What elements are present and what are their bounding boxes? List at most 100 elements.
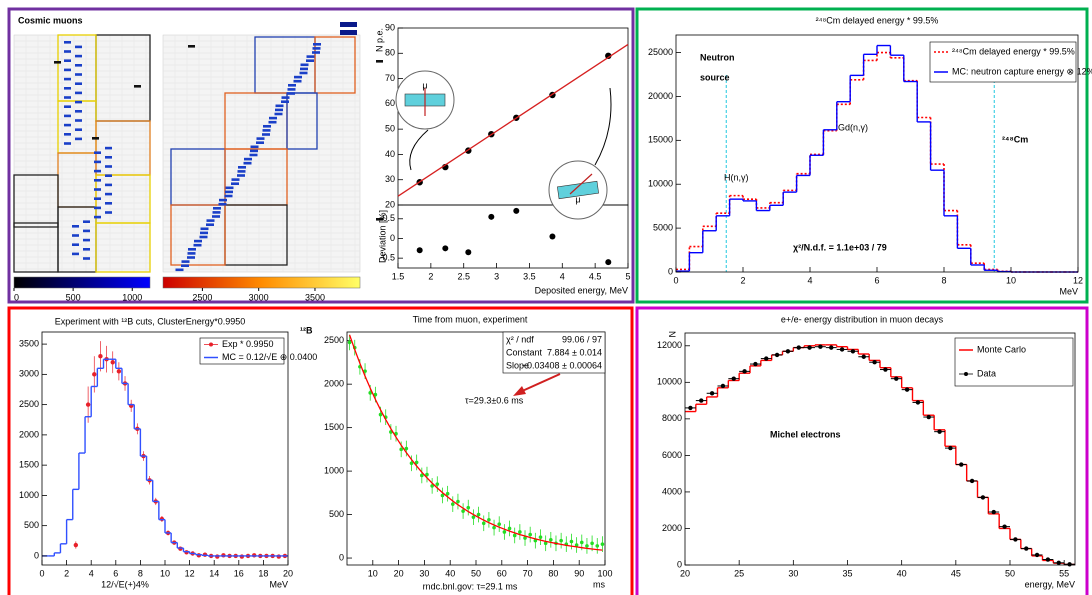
hit xyxy=(94,179,101,182)
y-tick-label: 1500 xyxy=(324,422,344,432)
y-tick-label: 3500 xyxy=(19,338,39,348)
hit xyxy=(105,146,112,150)
y-axis-label: N p.e. xyxy=(374,28,384,52)
hit xyxy=(269,116,277,120)
y-tick-label: 80 xyxy=(385,48,395,58)
hit xyxy=(75,54,82,58)
legend-label: MC: neutron capture energy ⊗ 12%/√E ⊕ 4.… xyxy=(952,66,1092,76)
data-point xyxy=(980,495,986,500)
y-tick-label: 60 xyxy=(385,98,395,108)
deviation-point xyxy=(442,245,449,252)
y-axis-label: Deviation [%] xyxy=(377,210,387,263)
annotation: χ²/N.d.f. = 1.1e+03 / 79 xyxy=(793,242,887,252)
hit xyxy=(75,137,82,141)
hit-legend xyxy=(340,22,357,27)
data-point xyxy=(948,445,953,451)
hit xyxy=(194,239,202,243)
data-point xyxy=(872,360,877,365)
hit xyxy=(181,264,189,267)
data-point xyxy=(839,347,845,352)
data-point xyxy=(92,372,97,377)
panel-border xyxy=(7,306,634,595)
data-point xyxy=(440,493,445,498)
y-tick-label: 40 xyxy=(385,149,395,159)
x-tick-label: 2 xyxy=(64,568,69,578)
x-tick-label: 50 xyxy=(1005,568,1015,578)
data-point xyxy=(85,402,91,407)
data-point xyxy=(991,509,996,515)
chart-title: Cosmic muons xyxy=(18,15,83,25)
hit xyxy=(94,206,101,210)
data-point xyxy=(466,505,471,510)
legend-label: ²⁴⁸Cm delayed energy * 99.5% xyxy=(952,46,1075,56)
x-tick-label: 4.5 xyxy=(589,271,602,281)
y-tick-label: 3000 xyxy=(19,369,39,379)
data-point xyxy=(579,540,584,545)
y-tick-label: 0 xyxy=(668,266,673,276)
data-point xyxy=(116,369,122,374)
x-tick-label: 14 xyxy=(209,568,219,578)
data-point xyxy=(543,541,548,546)
hit xyxy=(237,170,246,173)
annotation: ²⁴⁸Cm xyxy=(1002,134,1028,144)
data-point xyxy=(731,376,736,381)
hit xyxy=(181,260,190,263)
hit xyxy=(94,160,101,164)
hit xyxy=(134,85,141,88)
data-point xyxy=(959,462,964,467)
hit xyxy=(64,68,71,72)
hit xyxy=(376,218,383,221)
x-tick-label: 2.5 xyxy=(457,271,470,281)
x-tick-label: 4 xyxy=(807,275,812,285)
hit xyxy=(250,145,259,149)
x-tick-label: 2 xyxy=(740,275,745,285)
hit xyxy=(72,225,79,228)
chart-title: Experiment with ¹²B cuts, ClusterEnergy*… xyxy=(55,316,246,326)
hit xyxy=(75,100,82,104)
hit xyxy=(64,96,71,99)
data-point xyxy=(445,491,450,496)
hit-legend xyxy=(340,30,357,35)
data-point xyxy=(688,405,693,411)
hit xyxy=(75,45,82,49)
hit xyxy=(75,82,82,85)
x-axis-label: Deposited energy, MeV xyxy=(535,285,628,295)
data-point xyxy=(753,361,758,367)
callout-arrow xyxy=(409,129,429,171)
y-tick-label: 4000 xyxy=(662,486,682,496)
x-tick-label: 80 xyxy=(548,568,558,578)
x-tick-label: 12 xyxy=(185,568,195,578)
legend-box xyxy=(929,41,1077,83)
x-tick-label: 4 xyxy=(560,271,565,281)
hit xyxy=(274,112,283,116)
hit xyxy=(64,133,71,136)
x-tick-label: 8 xyxy=(941,275,946,285)
stats-text: Constant xyxy=(506,347,543,357)
data-point xyxy=(450,502,455,506)
x-tick-label: 5 xyxy=(625,271,630,281)
x-tick-label: 55 xyxy=(1059,568,1069,578)
data-point xyxy=(1013,537,1018,542)
y-tick-label: 500 xyxy=(24,520,39,530)
legend-box xyxy=(199,337,285,365)
hit xyxy=(94,197,101,200)
legend-swatch xyxy=(209,342,213,347)
data-point xyxy=(720,383,726,389)
y-tick-label: 10000 xyxy=(648,179,673,189)
data-point xyxy=(600,542,605,546)
x-tick-label: 20 xyxy=(680,568,690,578)
callout-arrow xyxy=(594,87,612,166)
y-tick-label: 20 xyxy=(385,199,395,209)
colorbar xyxy=(13,276,151,289)
y-tick-label: 25000 xyxy=(648,47,673,57)
plot-frame xyxy=(684,332,1076,566)
deviation-point xyxy=(605,259,612,266)
hit xyxy=(300,67,308,71)
stats-box xyxy=(502,331,606,374)
hit xyxy=(281,96,290,99)
hit xyxy=(72,234,79,237)
hit xyxy=(75,64,82,67)
data-point xyxy=(549,537,553,542)
hit xyxy=(306,59,314,62)
hit xyxy=(206,219,215,222)
